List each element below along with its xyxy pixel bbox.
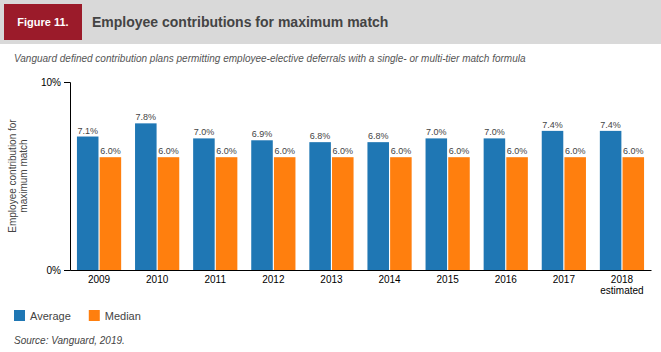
data-label: 7.4%	[542, 120, 563, 130]
y-tick-mark	[64, 270, 70, 271]
bar	[448, 157, 470, 270]
data-label: 6.9%	[252, 129, 273, 139]
x-tick: 2018estimated	[600, 274, 643, 296]
legend: Average Median	[14, 310, 141, 322]
x-tick: 2017	[553, 274, 576, 285]
x-tick: 2011	[204, 274, 226, 285]
data-label: 7.0%	[194, 127, 215, 137]
x-tick-label: 2009	[88, 274, 111, 285]
x-tick-label: 2018estimated	[600, 274, 643, 296]
x-tick-label: 2013	[320, 274, 343, 285]
x-tick-label: 2016	[495, 274, 518, 285]
data-label: 6.0%	[623, 146, 644, 156]
x-tick: 2009	[88, 274, 111, 285]
bars	[77, 123, 644, 270]
series-1	[100, 157, 644, 270]
title: Employee contributions for maximum match	[92, 14, 388, 30]
data-label: 7.1%	[77, 126, 98, 136]
data-labels: 7.1% 7.8% 7.0% 6.9% 6.8% 6.8% 7.0% 7.0% 7.4% 7.4%…	[77, 112, 643, 156]
y-tick-mark	[64, 82, 70, 83]
y-tick: 0%	[47, 265, 70, 276]
data-label: 6.0%	[274, 146, 295, 156]
x-tick: 2015	[437, 274, 460, 285]
bar	[158, 157, 180, 270]
legend-swatch	[14, 310, 25, 321]
series-0	[77, 123, 621, 270]
x-axis-line	[71, 270, 652, 271]
x-tick-label: 2015	[437, 274, 460, 285]
legend-label: Average	[30, 310, 71, 322]
bar	[135, 123, 157, 270]
legend-swatch	[89, 310, 100, 321]
x-tick-label: 2011	[204, 274, 226, 285]
bar	[426, 138, 448, 270]
bar	[216, 157, 238, 270]
legend-item: Median	[89, 310, 141, 322]
chart: Figure 11. Employee contributions for max…	[0, 0, 661, 352]
x-tick-label: 2014	[378, 274, 401, 285]
data-label: 6.8%	[368, 131, 389, 141]
bar	[193, 138, 215, 270]
data-label: 6.0%	[565, 146, 586, 156]
figure-label-box	[4, 4, 82, 40]
bar	[484, 138, 506, 270]
data-label: 6.0%	[216, 146, 237, 156]
header-bar	[0, 0, 661, 44]
bar	[100, 157, 122, 270]
bar	[77, 137, 99, 270]
x-tick-label: 2017	[553, 274, 576, 285]
x-tick-label: 2012	[262, 274, 285, 285]
data-label: 6.0%	[391, 146, 412, 156]
y-axis-line	[64, 83, 71, 271]
data-label: 7.8%	[136, 112, 157, 122]
bar	[506, 157, 528, 270]
x-tick: 2012	[262, 274, 285, 285]
data-label: 6.0%	[507, 146, 528, 156]
y-axis: 0% 10%	[41, 77, 71, 276]
data-label: 6.0%	[333, 146, 354, 156]
bar	[542, 131, 564, 270]
source-note: Source: Vanguard, 2019.	[14, 335, 125, 346]
y-tick-label: 0%	[47, 265, 62, 276]
data-label: 7.0%	[484, 127, 505, 137]
data-label: 7.0%	[426, 127, 447, 137]
y-axis-title: Employee contribution formaximum match	[7, 119, 29, 233]
data-label: 6.0%	[449, 146, 470, 156]
y-tick: 10%	[41, 77, 70, 88]
x-tick: 2016	[495, 274, 518, 285]
bar	[309, 142, 331, 270]
x-tick: 2014	[378, 274, 401, 285]
data-label: 6.0%	[158, 146, 179, 156]
data-label: 6.8%	[310, 131, 331, 141]
y-tick-label: 10%	[41, 77, 61, 88]
x-axis: 2009 2010 2011 2012 2013 2014 2015 2016 2017 2018…	[71, 271, 652, 297]
bar	[564, 157, 586, 270]
figure-label: Figure 11.	[17, 16, 68, 28]
bar	[251, 140, 273, 270]
subtitle: Vanguard defined contribution plans perm…	[14, 53, 526, 64]
bar	[332, 157, 354, 270]
data-label: 6.0%	[100, 146, 121, 156]
plot: 7.1% 7.8% 7.0% 6.9% 6.8% 6.8% 7.0% 7.0% 7.4% 7.4%…	[41, 77, 652, 296]
bar	[600, 131, 622, 270]
data-label: 7.4%	[600, 120, 621, 130]
bar	[367, 142, 389, 270]
x-tick: 2010	[146, 274, 169, 285]
x-tick-label: 2010	[146, 274, 169, 285]
bar	[390, 157, 412, 270]
legend-item: Average	[14, 310, 71, 322]
bar	[623, 157, 645, 270]
bar	[274, 157, 296, 270]
x-tick: 2013	[320, 274, 343, 285]
legend-label: Median	[105, 310, 141, 322]
